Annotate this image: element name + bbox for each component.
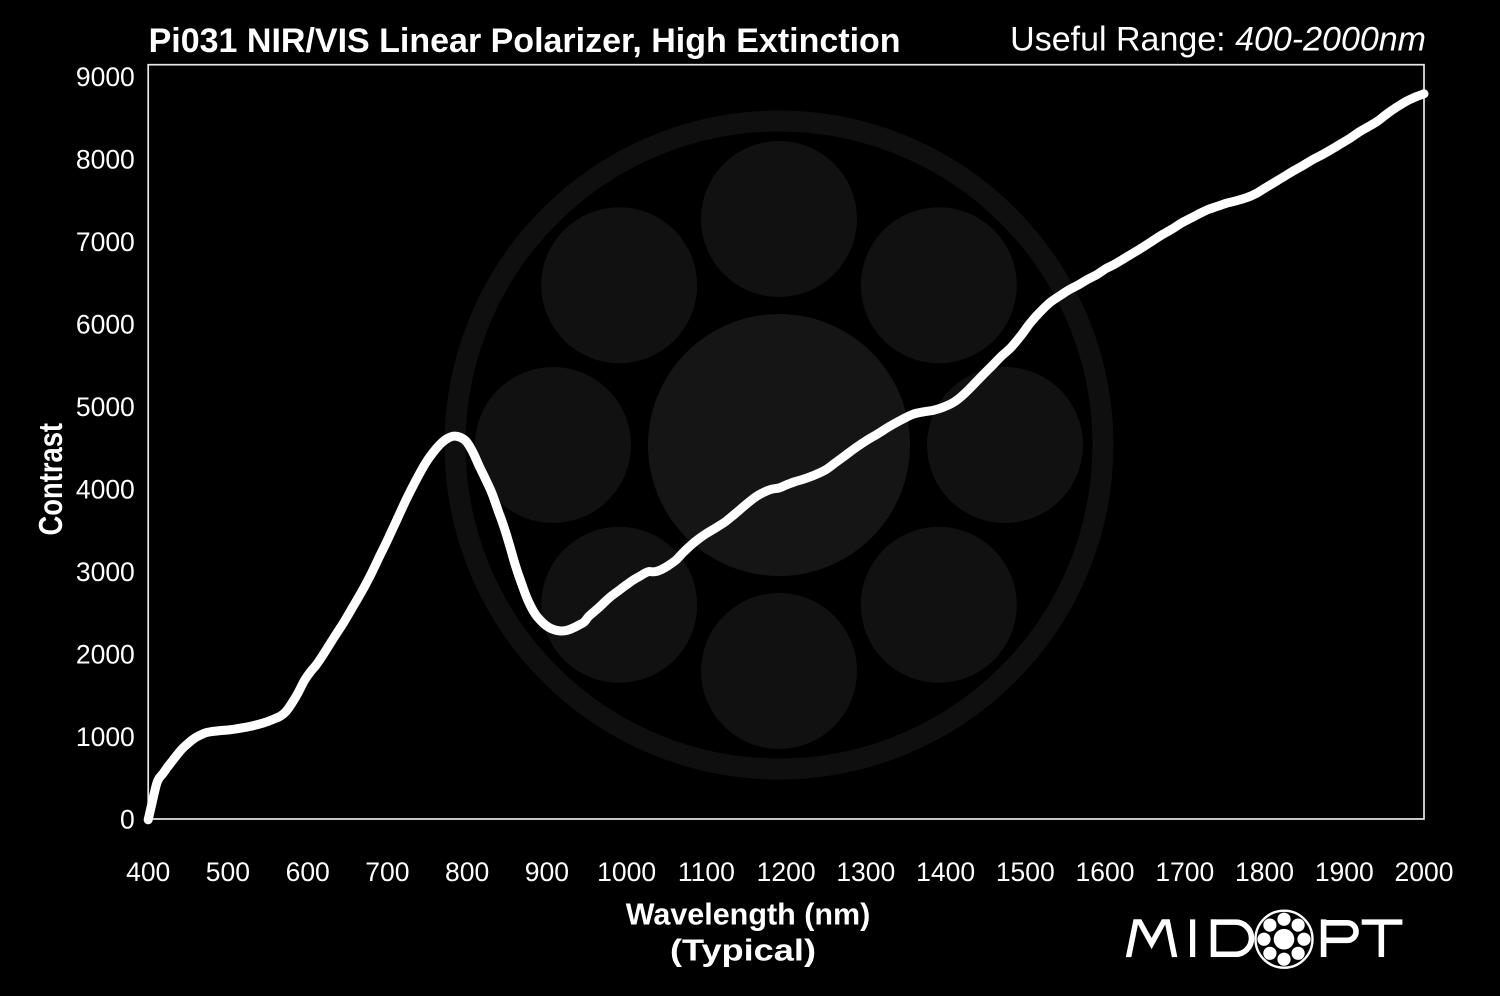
svg-text:1500: 1500 xyxy=(996,857,1055,887)
svg-text:1700: 1700 xyxy=(1155,857,1214,887)
svg-text:2000: 2000 xyxy=(1395,857,1454,887)
svg-text:1400: 1400 xyxy=(916,857,975,887)
svg-text:6000: 6000 xyxy=(76,310,135,340)
svg-text:1200: 1200 xyxy=(757,857,816,887)
svg-text:Useful Range: 400-2000nm: Useful Range: 400-2000nm xyxy=(1010,21,1426,59)
svg-text:3000: 3000 xyxy=(76,557,135,587)
svg-text:1600: 1600 xyxy=(1076,857,1135,887)
svg-text:Wavelength (nm): Wavelength (nm) xyxy=(626,898,871,932)
svg-text:900: 900 xyxy=(525,857,569,887)
svg-text:600: 600 xyxy=(286,857,330,887)
svg-text:500: 500 xyxy=(206,857,250,887)
svg-text:5000: 5000 xyxy=(76,392,135,422)
svg-text:1900: 1900 xyxy=(1315,857,1374,887)
svg-text:1000: 1000 xyxy=(76,722,135,752)
svg-text:1100: 1100 xyxy=(678,857,735,887)
svg-text:700: 700 xyxy=(365,857,409,887)
svg-text:Pi031 NIR/VIS Linear Polarizer: Pi031 NIR/VIS Linear Polarizer, High Ext… xyxy=(149,22,901,60)
svg-text:1800: 1800 xyxy=(1235,857,1294,887)
svg-text:9000: 9000 xyxy=(76,62,135,92)
svg-text:2000: 2000 xyxy=(76,640,135,670)
svg-text:Contrast: Contrast xyxy=(33,423,70,536)
svg-text:8000: 8000 xyxy=(76,145,135,175)
svg-text:800: 800 xyxy=(445,857,489,887)
svg-text:7000: 7000 xyxy=(76,227,135,257)
svg-text:4000: 4000 xyxy=(76,475,135,505)
svg-text:1300: 1300 xyxy=(836,857,895,887)
svg-text:1000: 1000 xyxy=(597,857,656,887)
svg-text:0: 0 xyxy=(120,805,135,835)
svg-text:400: 400 xyxy=(126,857,170,887)
svg-text:(Typical): (Typical) xyxy=(670,933,816,967)
